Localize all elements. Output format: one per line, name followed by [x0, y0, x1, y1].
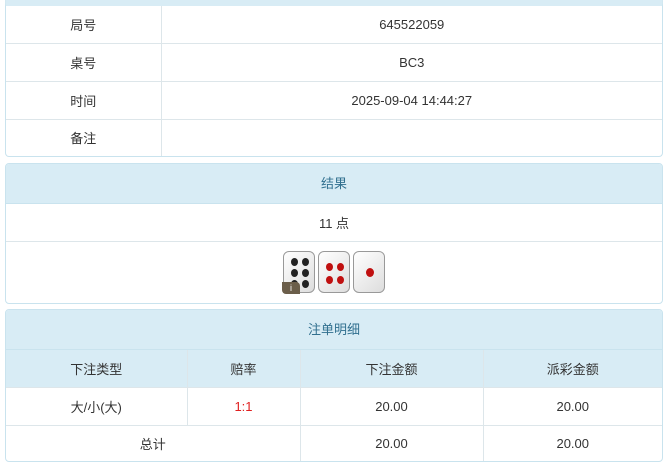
label: 备注: [6, 118, 162, 156]
result-panel: 结果 11 点 i: [5, 163, 663, 304]
info-row-time: 时间 2025-09-04 14:44:27: [6, 80, 662, 120]
bet-details-title: 注单明细: [6, 310, 662, 350]
payout: 20.00: [482, 386, 662, 426]
value: 2025-09-04 14:44:27: [160, 80, 662, 120]
info-badge-icon[interactable]: i: [282, 282, 300, 295]
total-payout: 20.00: [482, 424, 662, 461]
col-payout: 派彩金额: [482, 350, 662, 388]
bet-details-panel: 注单明细 下注类型 赔率 下注金额 派彩金额 大/小(大) 1:1 20.00 …: [5, 309, 663, 462]
result-title: 结果: [6, 164, 662, 204]
col-bet-amount: 下注金额: [299, 350, 484, 388]
die-4-icon: [318, 251, 350, 294]
col-bet-type: 下注类型: [6, 350, 188, 388]
bet-amount: 20.00: [299, 386, 484, 426]
value: BC3: [160, 42, 662, 82]
col-odds: 赔率: [186, 350, 301, 388]
result-points: 11 点: [6, 204, 662, 242]
label: 时间: [6, 80, 162, 120]
total-amount: 20.00: [299, 424, 484, 461]
round-info-panel: 局号 645522059 桌号 BC3 时间 2025-09-04 14:44:27 …: [5, 0, 663, 157]
bet-type: 大/小(大): [6, 386, 188, 426]
die-1-icon: [353, 251, 385, 294]
die-6-icon: i: [282, 251, 315, 295]
value: 645522059: [160, 6, 662, 44]
info-row-remark: 备注: [6, 118, 662, 156]
info-row-round: 局号 645522059: [6, 6, 662, 44]
bet-table-header: 下注类型 赔率 下注金额 派彩金额: [6, 350, 662, 388]
label: 局号: [6, 6, 162, 44]
label: 桌号: [6, 42, 162, 82]
total-label: 总计: [6, 424, 301, 461]
dice-row: i: [6, 240, 662, 303]
table-row: 大/小(大) 1:1 20.00 20.00: [6, 386, 662, 426]
info-row-table: 桌号 BC3: [6, 42, 662, 82]
value: [160, 118, 662, 156]
total-row: 总计 20.00 20.00: [6, 424, 662, 461]
odds: 1:1: [186, 386, 301, 426]
